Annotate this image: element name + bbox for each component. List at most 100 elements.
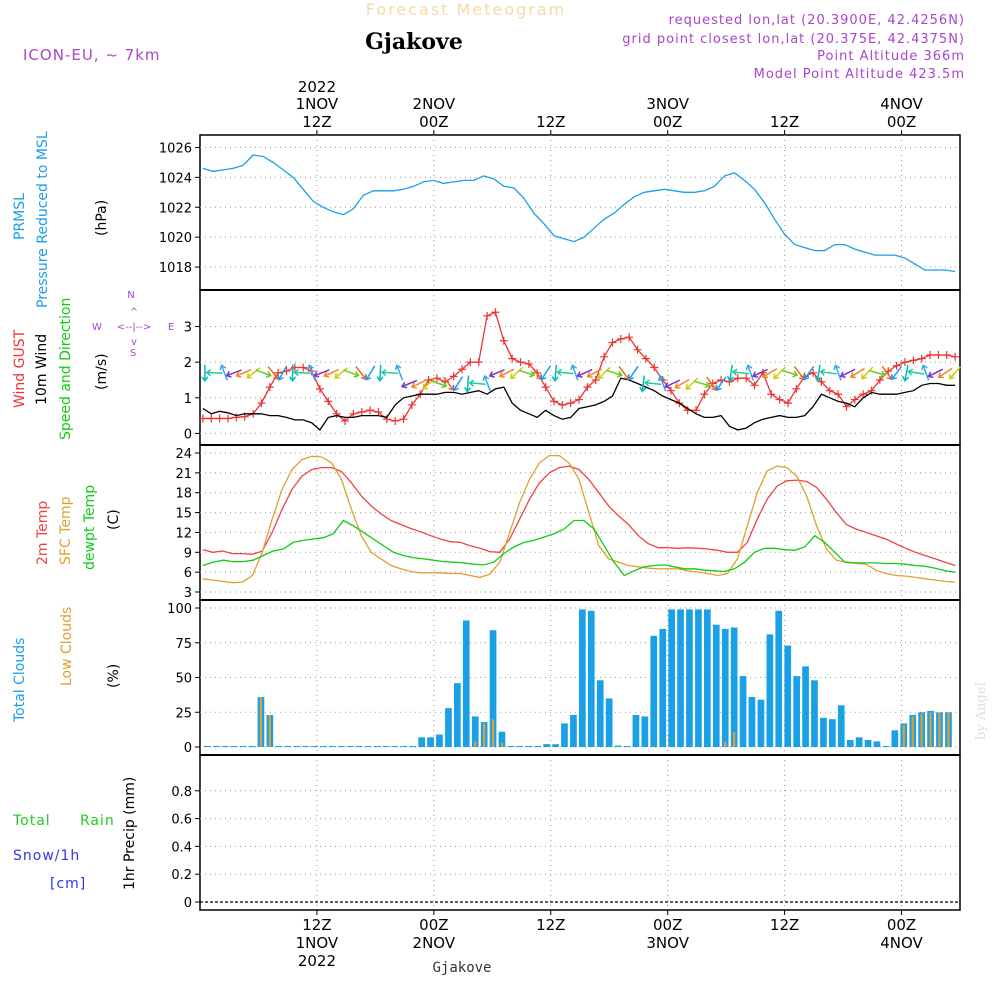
wind-arrow — [343, 369, 360, 378]
gust-point — [792, 384, 801, 393]
wind-arrow-shape — [307, 364, 316, 381]
temp-sfc-series — [202, 454, 956, 584]
gust-point — [533, 368, 542, 377]
total-cloud-bar — [239, 746, 247, 747]
gust-point — [775, 395, 784, 404]
total-cloud-bar — [454, 683, 461, 747]
wind-arrow-shape — [376, 364, 384, 383]
gust-point — [524, 359, 533, 368]
gust-point — [591, 375, 600, 384]
wind-arrow — [376, 364, 384, 383]
gust-point — [809, 368, 818, 377]
wind-arrow-shape — [394, 364, 404, 381]
gust-label: Wind GUST — [12, 329, 28, 408]
wind-arrow-shape — [205, 369, 223, 377]
wind-arrow-shape — [839, 368, 856, 378]
total-cloud-bar — [614, 745, 622, 747]
temp-labels: 2m Temp SFC Temp dewpt Temp (C) — [35, 485, 122, 570]
wind-arrow-shape — [380, 368, 399, 377]
wind-arrow-shape — [948, 366, 962, 380]
gridpoint-coords: grid point closest lon,lat (20.375E, 42.… — [622, 32, 965, 47]
total-cloud-bar — [721, 628, 729, 747]
total-cloud-bar — [748, 697, 756, 747]
low-cloud-bar — [902, 724, 905, 747]
total-cloud-bar — [891, 730, 899, 747]
top-x-label-year: 2022 — [298, 78, 336, 96]
total-cloud-bar — [337, 746, 345, 747]
y-tick-label: 1 — [184, 392, 192, 407]
wind-arrow-shape — [452, 376, 464, 392]
wind-arrow-shape — [293, 368, 311, 377]
gust-point — [516, 358, 525, 367]
wind-arrow-shape — [576, 368, 593, 378]
gust-point — [257, 399, 266, 408]
wind-series — [202, 377, 956, 431]
wind-arrow — [606, 369, 623, 378]
cloud-labels: Total Clouds Low Clouds (%) — [12, 607, 122, 723]
wind-arrow — [685, 377, 699, 390]
wind-arrow-shape — [556, 368, 574, 376]
y-tick-label: 24 — [175, 447, 192, 462]
wind-arrow-shape — [255, 369, 272, 378]
wind-arrow-shape — [674, 378, 690, 389]
wind-arrow — [803, 365, 815, 381]
wind-arrow — [235, 368, 252, 378]
compass-south: S — [130, 348, 136, 359]
total-cloud-bar — [775, 610, 783, 747]
rain-label: Rain — [80, 813, 115, 829]
wind-arrow — [731, 368, 749, 376]
gust-point — [650, 363, 659, 372]
low-cloud-bar — [259, 697, 262, 747]
temp-2m-series — [202, 465, 956, 567]
gust-point — [349, 409, 358, 418]
gust-point — [666, 386, 675, 395]
y-tick-label: 0.6 — [171, 813, 192, 828]
compass-vertical: ^ — [130, 307, 138, 318]
total-cloud-bar — [507, 746, 515, 747]
total-cloud-bar — [346, 746, 354, 747]
gust-point — [341, 416, 350, 425]
wind-arrow — [468, 379, 486, 387]
gust-point — [491, 308, 500, 317]
gust-point — [315, 384, 324, 393]
wind-arrow — [498, 368, 515, 379]
bottom-x-label-day: 3NOV — [646, 934, 689, 952]
panel-4: 0 0.2 0.4 0.6 0.8 — [171, 754, 961, 911]
y-tick-label: 18 — [175, 487, 192, 502]
wind-arrow — [937, 367, 953, 379]
gust-point — [223, 414, 232, 423]
precip-unit: 1hr Precip (mm) — [122, 777, 138, 890]
wind-arrow — [410, 379, 427, 389]
total-cloud-bar — [820, 717, 827, 747]
gust-point — [549, 397, 558, 406]
wind-arrow-shape — [639, 375, 647, 393]
requested-coords: requested lon,lat (20.3900E, 42.4256N) — [669, 13, 965, 28]
wind-arrow-shape — [509, 366, 524, 379]
wind-arrow — [948, 366, 962, 380]
y-tick-label: 100 — [167, 602, 192, 617]
total-cloud-bar — [516, 746, 524, 747]
gust-point — [508, 354, 517, 363]
y-tick-label: 1022 — [159, 201, 192, 216]
gust-point — [391, 416, 400, 425]
wind-arrow-shape — [365, 365, 376, 381]
total-cloud-bar — [659, 628, 667, 747]
wind-arrow — [674, 378, 690, 389]
top-x-label-hour: 00Z — [887, 113, 916, 131]
total-cloud-bar — [668, 609, 675, 747]
gust-point — [692, 406, 701, 415]
gust-line — [202, 311, 956, 422]
y-tick-label: 75 — [175, 637, 192, 652]
y-tick-label: 15 — [175, 507, 192, 522]
wind-arrow-shape — [518, 369, 536, 378]
total-cloud-bar — [793, 676, 800, 747]
total-cloud-bar — [641, 716, 649, 747]
wind-arrow-shape — [751, 368, 768, 378]
bottom-x-label-day: 2NOV — [413, 934, 456, 952]
wind-arrow-shape — [463, 375, 472, 393]
wind-arrow — [597, 366, 611, 380]
total-cloud-bar — [632, 715, 640, 747]
wind-arrow-shape — [814, 364, 822, 382]
y-tick-label: 0 — [184, 427, 192, 442]
gust-point — [466, 358, 475, 367]
